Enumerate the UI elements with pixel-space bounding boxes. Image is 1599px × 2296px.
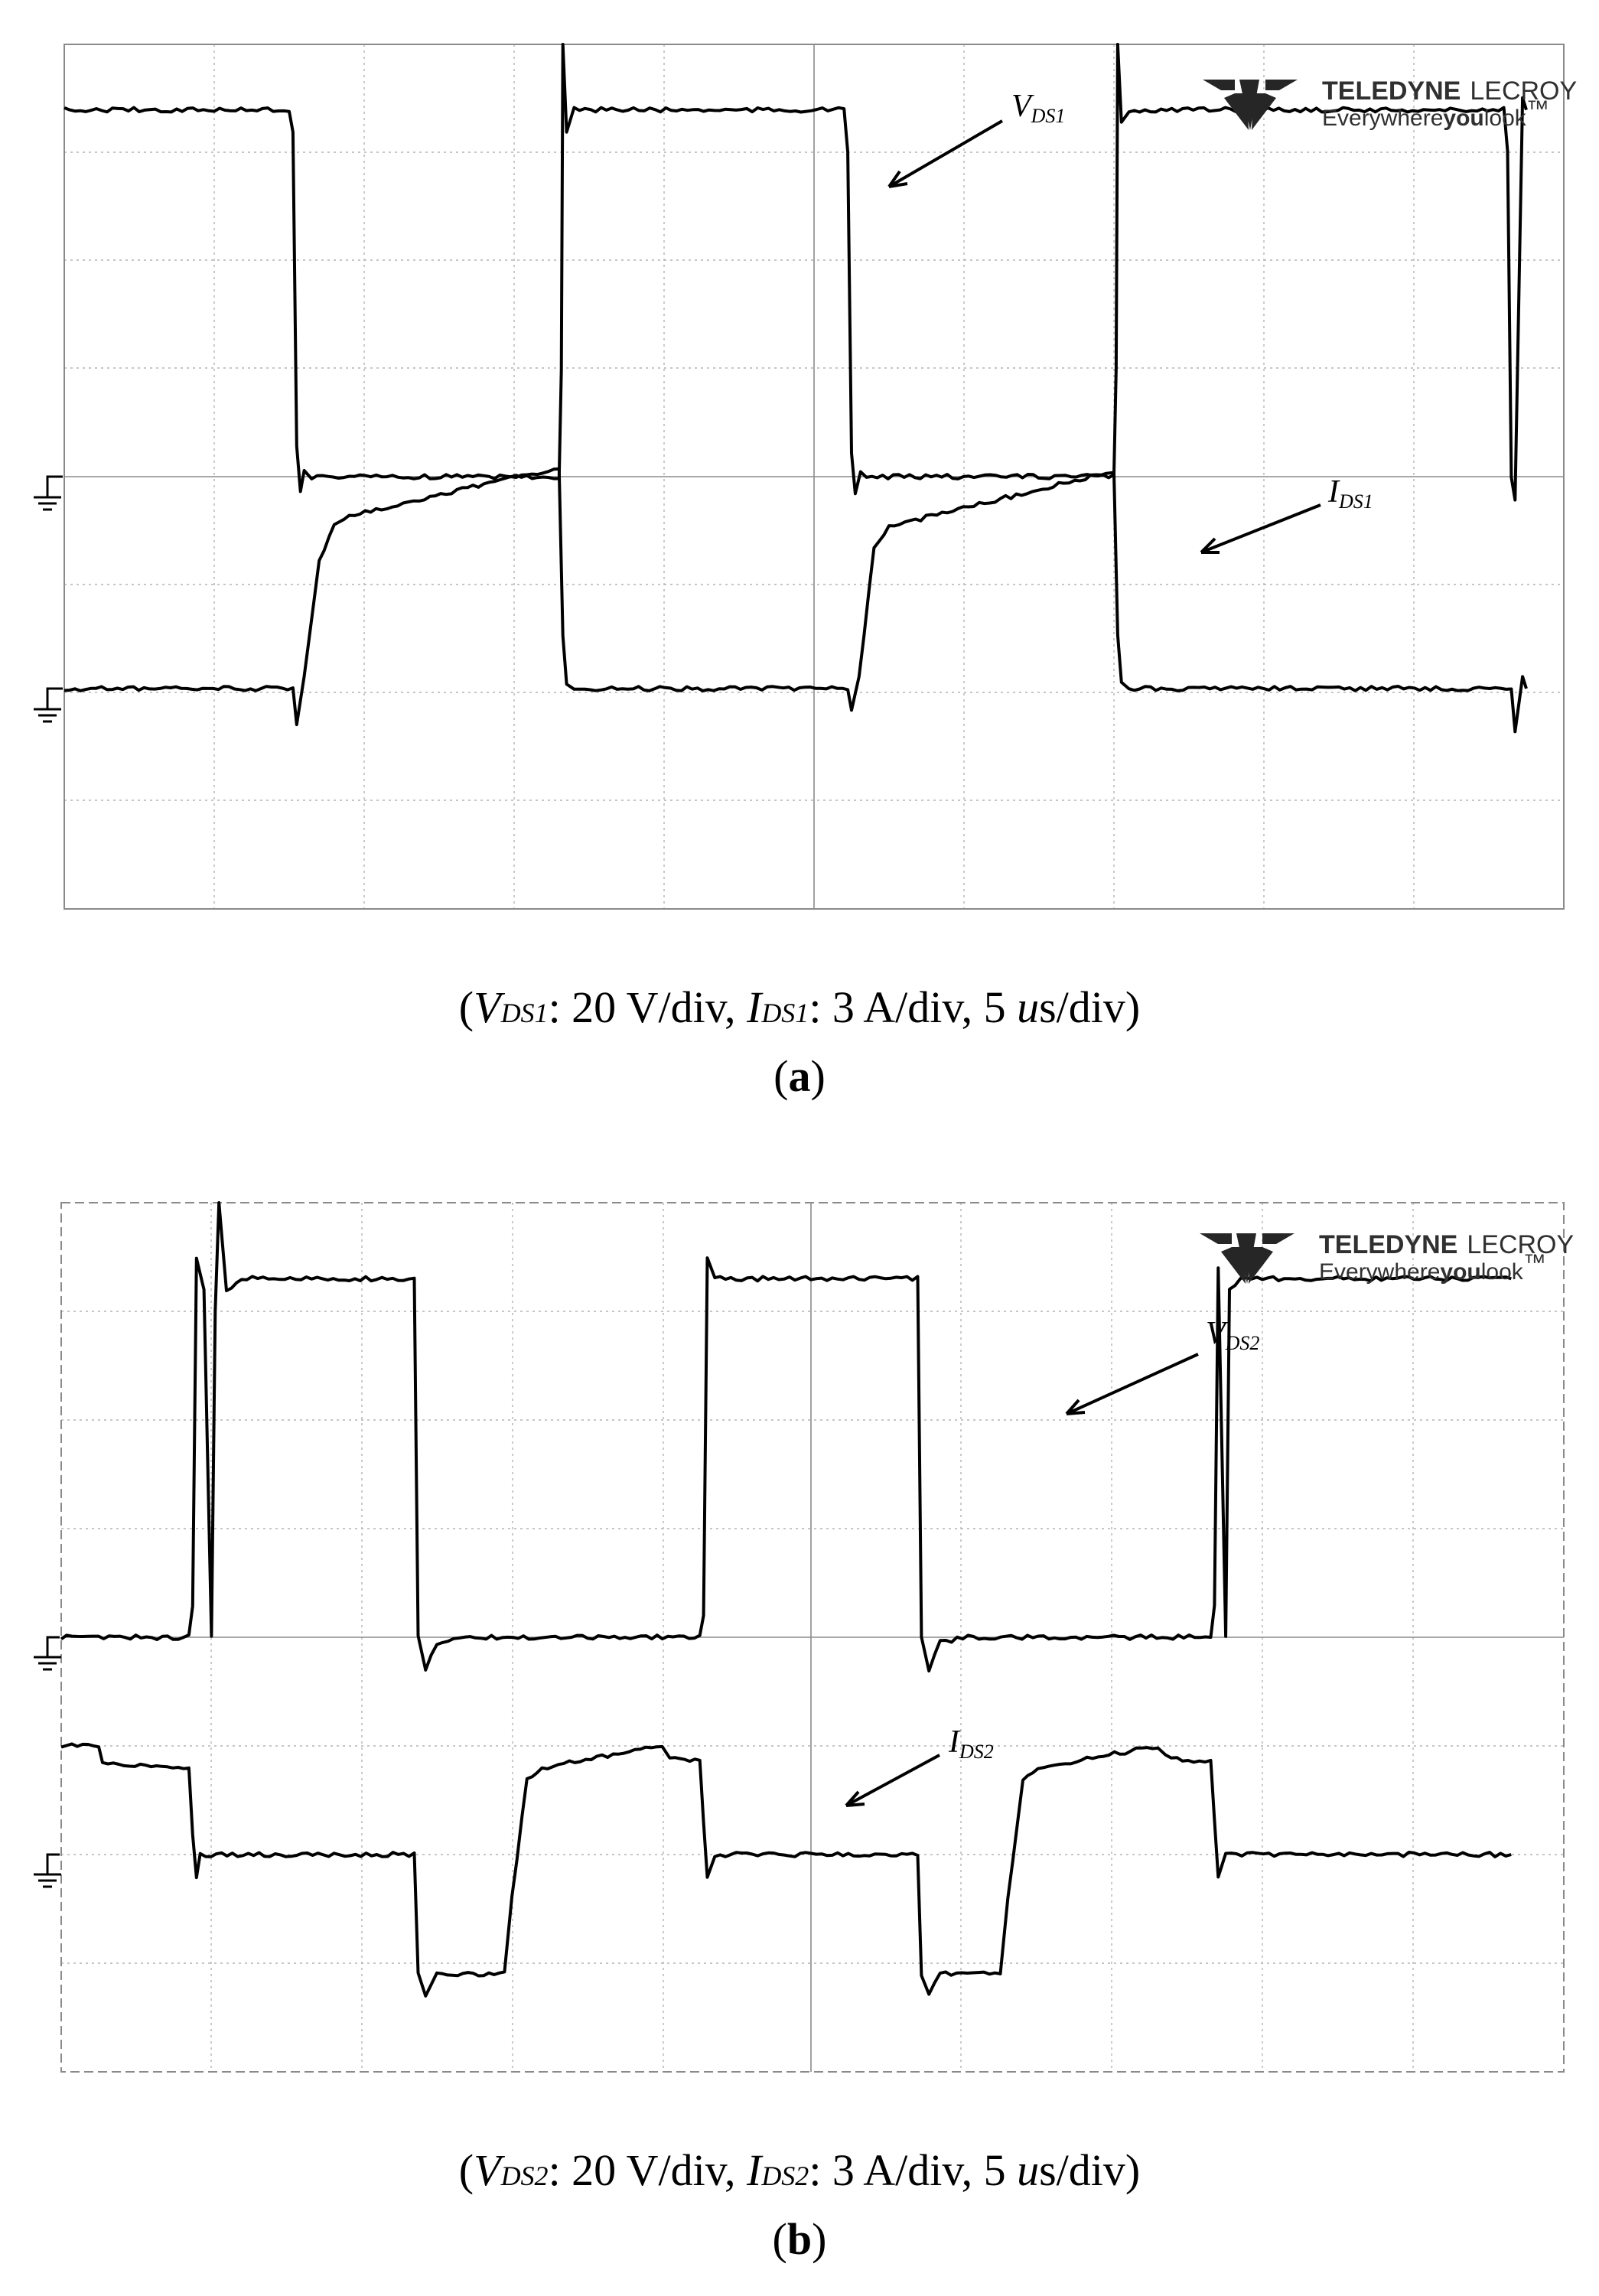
ids2-label-sub: DS2	[959, 1741, 994, 1763]
ids1-label-main: I	[1327, 474, 1340, 510]
panel-b-caption: (VDS2: 20 V/div, IDS2: 3 A/div, 5 us/div…	[459, 2145, 1140, 2195]
vds2-label-main: V	[1206, 1316, 1229, 1351]
panel-a-letter: (a)	[773, 1051, 826, 1101]
svg-text:Everywhereyoulook™: Everywhereyoulook™	[1322, 96, 1549, 131]
panel-b-ground-markers	[34, 1636, 61, 1888]
trace-vds2	[60, 1201, 1512, 1672]
panel-a-logo: TELEDYNE LECROY Everywhereyoulook™	[1203, 77, 1577, 131]
svg-text:VDS2: VDS2	[1206, 1316, 1259, 1354]
brand-tagline-c: look	[1484, 106, 1527, 131]
panel-a-caption: (VDS1: 20 V/div, IDS1: 3 A/div, 5 us/div…	[459, 982, 1140, 1032]
ids2-arrow	[845, 1754, 940, 1807]
vds1-arrow	[887, 119, 1004, 188]
svg-text:TELEDYNE LECROY: TELEDYNE LECROY	[1319, 1230, 1574, 1259]
vds1-label-main: V	[1011, 89, 1034, 124]
teledyne-logo-icon	[1203, 80, 1298, 130]
brand-tm: ™	[1526, 96, 1549, 122]
trace-ids2	[60, 1742, 1512, 1998]
ids2-label-main: I	[948, 1724, 961, 1760]
svg-text:VDS1: VDS1	[1011, 89, 1065, 127]
svg-text:TELEDYNE LECROY: TELEDYNE LECROY	[1322, 77, 1577, 106]
panel-a: TELEDYNE LECROY Everywhereyoulook™ VDS1 …	[34, 43, 1577, 1101]
panel-a-grid	[64, 44, 1565, 910]
brand-name-bold: TELEDYNE	[1319, 1230, 1457, 1259]
panel-a-annotations: VDS1 IDS1	[887, 89, 1373, 554]
vds2-label-sub: DS2	[1225, 1332, 1260, 1354]
brand-name-bold: TELEDYNE	[1322, 77, 1461, 106]
brand-name-light: LECROY	[1470, 77, 1577, 106]
vds2-arrow	[1065, 1353, 1199, 1415]
trace-ids1	[64, 467, 1528, 734]
teledyne-logo-icon	[1200, 1233, 1295, 1284]
panel-b-grid	[60, 1202, 1565, 2073]
panel-b: TELEDYNE LECROY Everywhereyoulook™ VDS2 …	[34, 1201, 1574, 2264]
brand-tagline-a: Everywhere	[1322, 106, 1443, 131]
panel-b-logo: TELEDYNE LECROY Everywhereyoulook™	[1200, 1230, 1574, 1285]
panel-a-traces	[64, 43, 1528, 734]
brand-tagline-c: look	[1481, 1259, 1524, 1285]
brand-tm: ™	[1523, 1250, 1546, 1275]
brand-tagline-b: you	[1440, 1259, 1480, 1285]
svg-text:IDS2: IDS2	[948, 1724, 994, 1763]
vds1-label-sub: DS1	[1031, 105, 1066, 127]
panel-a-ground-markers	[34, 475, 63, 723]
panel-b-annotations: VDS2 IDS2	[845, 1316, 1259, 1807]
brand-tagline-b: you	[1443, 106, 1483, 131]
ids1-label-sub: DS1	[1338, 490, 1373, 513]
svg-text:Everywhereyoulook™: Everywhereyoulook™	[1319, 1250, 1546, 1285]
panel-b-traces	[60, 1201, 1512, 1998]
ids1-arrow	[1200, 503, 1321, 554]
trace-vds1	[64, 43, 1528, 502]
panel-b-letter: (b)	[773, 2214, 827, 2264]
svg-text:IDS1: IDS1	[1327, 474, 1373, 513]
brand-name-light: LECROY	[1467, 1230, 1574, 1259]
brand-tagline-a: Everywhere	[1319, 1259, 1440, 1285]
